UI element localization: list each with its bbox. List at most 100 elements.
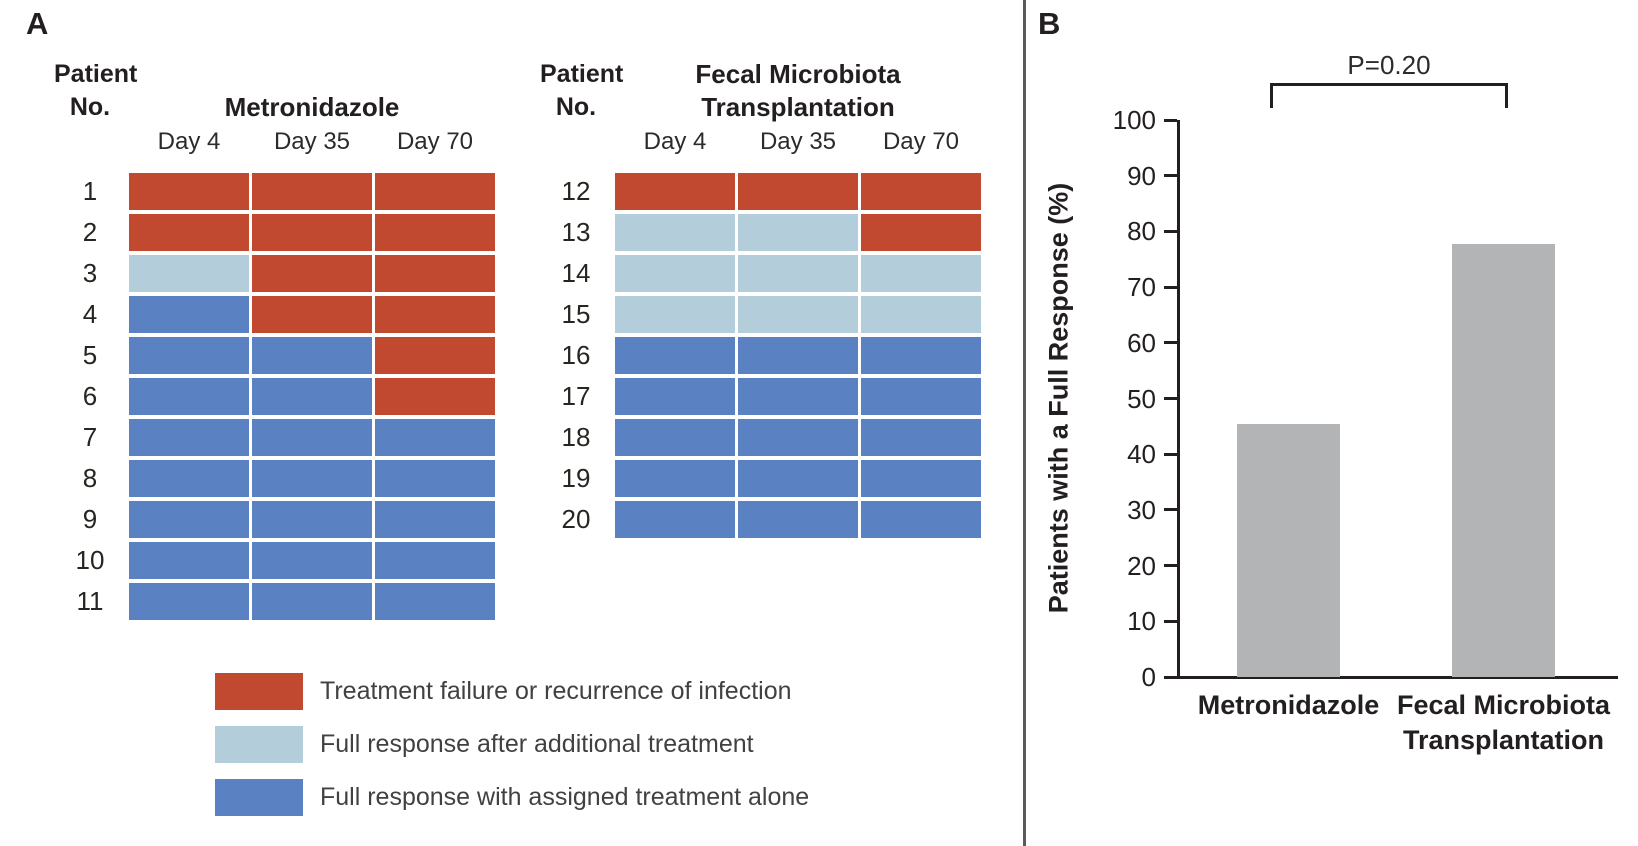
patient-number: 6	[82, 381, 98, 411]
x-category-label-2: Fecal Microbiota Transplantation	[1384, 688, 1624, 758]
y-tick-label: 30	[1127, 494, 1156, 525]
response-cell	[738, 419, 858, 456]
y-tick	[1164, 508, 1177, 512]
response-cell	[252, 542, 372, 579]
legend-item-failure: Treatment failure or recurrence of infec…	[215, 673, 809, 710]
bar-chart-plot-area: 0 10 20 30 40 50 60 70 80 90 100 Metronidazole Fecal…	[1113, 105, 1618, 755]
response-cell	[129, 460, 249, 497]
day-label-1: Day 4	[157, 128, 221, 155]
response-cell	[252, 337, 372, 374]
patient-number: 18	[561, 422, 591, 452]
panel-divider	[1023, 0, 1026, 846]
response-cell	[738, 378, 858, 415]
response-cell	[375, 501, 495, 538]
patient-number: 2	[82, 217, 98, 247]
response-cell	[252, 419, 372, 456]
response-cell	[738, 296, 858, 333]
y-tick-label: 90	[1127, 160, 1156, 191]
group-title: Metronidazole	[129, 58, 495, 124]
response-cell	[252, 583, 372, 620]
y-tick-label: 0	[1141, 662, 1156, 692]
day-header-spacer	[54, 127, 126, 157]
x-category-label-1: Metronidazole	[1169, 688, 1409, 723]
y-tick	[1164, 341, 1177, 345]
response-cell	[615, 214, 735, 251]
patient-number: 12	[561, 176, 591, 206]
patient-number: 15	[561, 299, 591, 329]
patient-number: 13	[561, 217, 591, 247]
patient-no-header-line-2: No.	[555, 93, 597, 121]
y-axis-title: Patients with a Full Response (%)	[1043, 182, 1074, 614]
response-cell	[738, 214, 858, 251]
response-cell	[861, 419, 981, 456]
bar-1	[1237, 423, 1340, 677]
response-cell	[375, 419, 495, 456]
day-label-2: Day 35	[759, 128, 837, 155]
y-tick	[1164, 452, 1177, 456]
patient-number: 20	[561, 504, 591, 534]
response-cell	[129, 214, 249, 251]
response-cell	[375, 542, 495, 579]
y-tick	[1164, 564, 1177, 568]
legend-item-additional: Full response after additional treatment	[215, 726, 809, 763]
y-tick	[1164, 619, 1177, 623]
response-cell	[738, 173, 858, 210]
response-cell	[738, 337, 858, 374]
response-cell	[129, 173, 249, 210]
x-category-label-1-line-1: Metronidazole	[1197, 690, 1380, 720]
patient-number: 1	[82, 176, 98, 206]
patient-number: 8	[82, 463, 98, 493]
patient-number: 16	[561, 340, 591, 370]
response-cell	[375, 583, 495, 620]
patient-number: 17	[561, 381, 591, 411]
response-cell	[738, 460, 858, 497]
response-cell	[375, 337, 495, 374]
response-cell	[615, 419, 735, 456]
patient-no-header-line-1: Patient	[54, 60, 138, 88]
patient-number: 10	[75, 545, 105, 575]
response-cell	[615, 378, 735, 415]
response-cell	[252, 460, 372, 497]
patient-number: 7	[82, 422, 98, 452]
response-cell	[615, 255, 735, 292]
panel-b-label: B	[1038, 6, 1061, 41]
y-tick-label: 10	[1127, 606, 1156, 637]
response-cell	[738, 501, 858, 538]
y-tick-label: 100	[1112, 105, 1156, 135]
day-label-1: Day 4	[643, 128, 707, 155]
response-cell	[252, 296, 372, 333]
response-cell	[375, 378, 495, 415]
day-header-row: Day 4 Day 35 Day 70	[540, 127, 981, 157]
day-label-3: Day 70	[396, 128, 474, 155]
patient-number: 3	[82, 258, 98, 288]
patient-no-header: Patient No.	[540, 58, 623, 124]
response-cell	[375, 214, 495, 251]
legend-item-alone: Full response with assigned treatment al…	[215, 779, 809, 816]
response-cell	[252, 173, 372, 210]
patient-no-header-line-2: No.	[69, 93, 111, 121]
response-cell	[252, 255, 372, 292]
y-tick-label: 70	[1127, 272, 1156, 303]
legend-label-failure: Treatment failure or recurrence of infec…	[320, 677, 792, 705]
legend-swatch-failure	[215, 673, 303, 710]
bar-2	[1452, 243, 1555, 677]
patient-number: 14	[561, 258, 591, 288]
response-cell	[615, 501, 735, 538]
response-cell	[861, 296, 981, 333]
response-cell	[615, 296, 735, 333]
response-cell	[375, 255, 495, 292]
patient-number: 9	[82, 504, 98, 534]
legend: Treatment failure or recurrence of infec…	[215, 673, 809, 832]
significance-bracket: P=0.20	[1270, 50, 1508, 108]
response-cell	[861, 255, 981, 292]
response-cell	[861, 501, 981, 538]
legend-label-alone: Full response with assigned treatment al…	[320, 783, 810, 811]
y-tick	[1164, 285, 1177, 289]
patient-no-header: Patient No.	[54, 58, 138, 124]
response-cell	[375, 296, 495, 333]
legend-swatch-additional	[215, 726, 303, 763]
day-label-3: Day 70	[882, 128, 960, 155]
x-axis-line	[1177, 676, 1618, 679]
response-cell	[129, 378, 249, 415]
